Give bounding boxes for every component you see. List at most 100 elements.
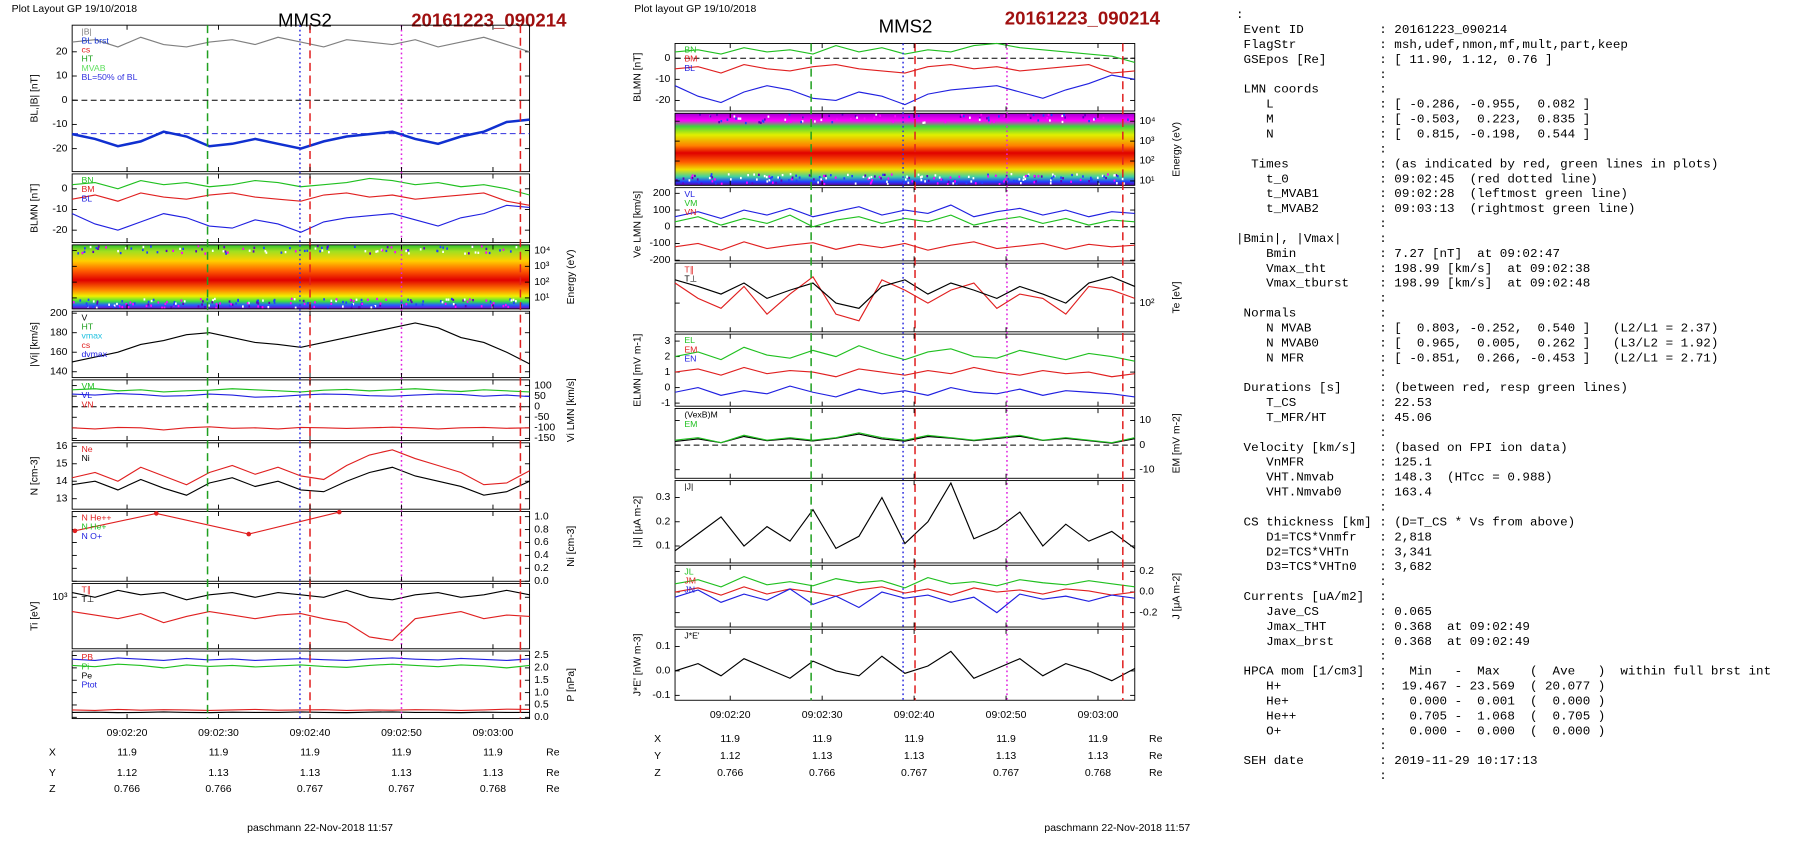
spectrogram-speckle	[214, 297, 216, 301]
y-axis-label: Energy (eV)	[566, 249, 577, 304]
y-tick-label: 2	[665, 351, 671, 362]
spectrogram-speckle	[373, 305, 376, 309]
spectrogram-speckle	[870, 175, 873, 179]
spectrogram-speckle	[316, 244, 319, 248]
spectrogram-speckle	[1003, 180, 1005, 183]
spectrogram-speckle	[307, 302, 309, 305]
row-label: X	[49, 748, 56, 759]
y-axis-label: Ni [cm-3]	[566, 526, 577, 567]
spectrogram-speckle	[201, 248, 203, 251]
spectrogram-speckle	[294, 306, 297, 309]
spectrogram-speckle	[520, 302, 523, 305]
spectrogram-speckle	[208, 304, 210, 307]
legend-label: PB	[81, 652, 93, 662]
spectrogram-speckle	[829, 174, 832, 177]
spectrogram-speckle	[873, 116, 876, 119]
spectrogram-speckle	[1113, 179, 1116, 182]
y-axis-label: BL,|B| [nT]	[30, 74, 41, 122]
spectrogram-speckle	[252, 250, 255, 253]
spectrogram-speckle	[911, 180, 914, 183]
spectrogram-speckle	[978, 117, 981, 120]
spectrogram-speckle	[197, 244, 200, 248]
spectrogram	[675, 113, 1135, 186]
spectrogram-speckle	[112, 306, 115, 309]
legend-label: BN	[684, 45, 696, 55]
spectrogram-speckle	[79, 299, 82, 302]
panel-frame	[674, 262, 1136, 333]
spectrogram-speckle	[921, 175, 923, 178]
spectrogram-speckle	[711, 176, 714, 179]
spectrogram-speckle	[1024, 177, 1027, 181]
spectrogram-speckle	[306, 249, 309, 252]
legend-label: J*E'	[684, 631, 700, 641]
panel-frame	[71, 24, 531, 173]
spectrogram-speckle	[906, 175, 908, 178]
spectrogram-speckle	[1094, 117, 1096, 120]
spectrogram-speckle	[265, 251, 268, 254]
info-line: HPCA mom [1/cm3] : Min - Max ( Ave ) wit…	[1236, 665, 1771, 679]
position-value: 11.9	[483, 748, 503, 759]
spectrogram-speckle	[257, 302, 260, 305]
spectrogram-speckle	[1070, 180, 1072, 183]
y-tick-label: 0.6	[534, 537, 549, 548]
spectrogram-speckle	[890, 173, 893, 176]
spectrogram-speckle	[969, 116, 971, 119]
spectrogram-speckle	[862, 175, 865, 179]
info-line: LMN coords :	[1236, 83, 1387, 97]
spectrogram-speckle	[825, 177, 828, 180]
spectrogram-speckle	[682, 177, 685, 180]
x-tick-label: 09:02:20	[107, 728, 148, 739]
info-line: :	[1236, 426, 1387, 440]
info-line: :	[1236, 217, 1387, 231]
legend-label: EL	[684, 335, 695, 345]
spectrogram-speckle	[1027, 173, 1030, 176]
spectrogram-speckle	[822, 174, 825, 178]
spectrogram-speckle	[747, 174, 749, 177]
spectrogram-speckle	[870, 181, 873, 184]
legend-label: (VexB)M	[684, 410, 717, 420]
x-tick-label: 09:02:30	[802, 710, 843, 721]
spectrogram-speckle	[1025, 174, 1027, 178]
y-tick-label: 10⁴	[1139, 116, 1155, 127]
y-tick-label: -1	[661, 398, 671, 409]
y-tick-label: 3	[665, 336, 671, 347]
spectrogram-speckle	[370, 306, 373, 309]
info-line: Vmax_tht : 198.99 [km/s] at 09:02:38	[1236, 262, 1590, 276]
spectrogram-speckle	[335, 299, 337, 303]
spectrogram-speckle	[958, 175, 961, 178]
legend-label: JM	[684, 576, 696, 586]
spectrogram-speckle	[257, 305, 260, 308]
info-line: :	[1236, 501, 1387, 515]
spectrogram-speckle	[1052, 175, 1055, 178]
spectrogram-speckle	[381, 249, 384, 252]
spectrogram-speckle	[924, 180, 926, 183]
y-tick-label: 0.1	[656, 641, 671, 652]
spectrogram-speckle	[737, 117, 740, 120]
data-point	[72, 528, 78, 534]
legend-label: BM	[81, 184, 94, 194]
legend-label: |J|	[684, 482, 693, 492]
spectrogram-speckle	[998, 115, 1000, 118]
info-line: T_MFR/HT : 45.06	[1236, 411, 1432, 425]
spectrogram-speckle	[374, 304, 377, 308]
spectrogram-speckle	[509, 298, 512, 301]
spectrogram-speckle	[290, 297, 293, 301]
info-line: L : [ -0.286, -0.955, 0.082 ]	[1236, 98, 1590, 112]
position-value: 1.13	[483, 768, 504, 779]
position-value: 11.9	[117, 748, 137, 759]
spectrogram-speckle	[1093, 118, 1095, 121]
spectrogram-speckle	[335, 298, 338, 301]
spectrogram-speckle	[212, 298, 214, 302]
spectrogram-speckle	[202, 300, 204, 303]
spectrogram-speckle	[143, 298, 146, 301]
info-line: N MVAB0 : [ 0.965, 0.005, 0.262 ] (L3/L2…	[1236, 336, 1718, 350]
plot-footer: paschmann 22-Nov-2018 11:57	[247, 823, 393, 834]
spectrogram-speckle	[834, 176, 837, 179]
spectrogram-speckle	[919, 176, 922, 179]
spectrogram-speckle	[1032, 113, 1035, 117]
y-tick-label: 2.5	[534, 650, 549, 661]
spectrogram-speckle	[364, 250, 367, 253]
spectrogram-speckle	[150, 299, 153, 303]
row-label: Z	[49, 784, 56, 795]
